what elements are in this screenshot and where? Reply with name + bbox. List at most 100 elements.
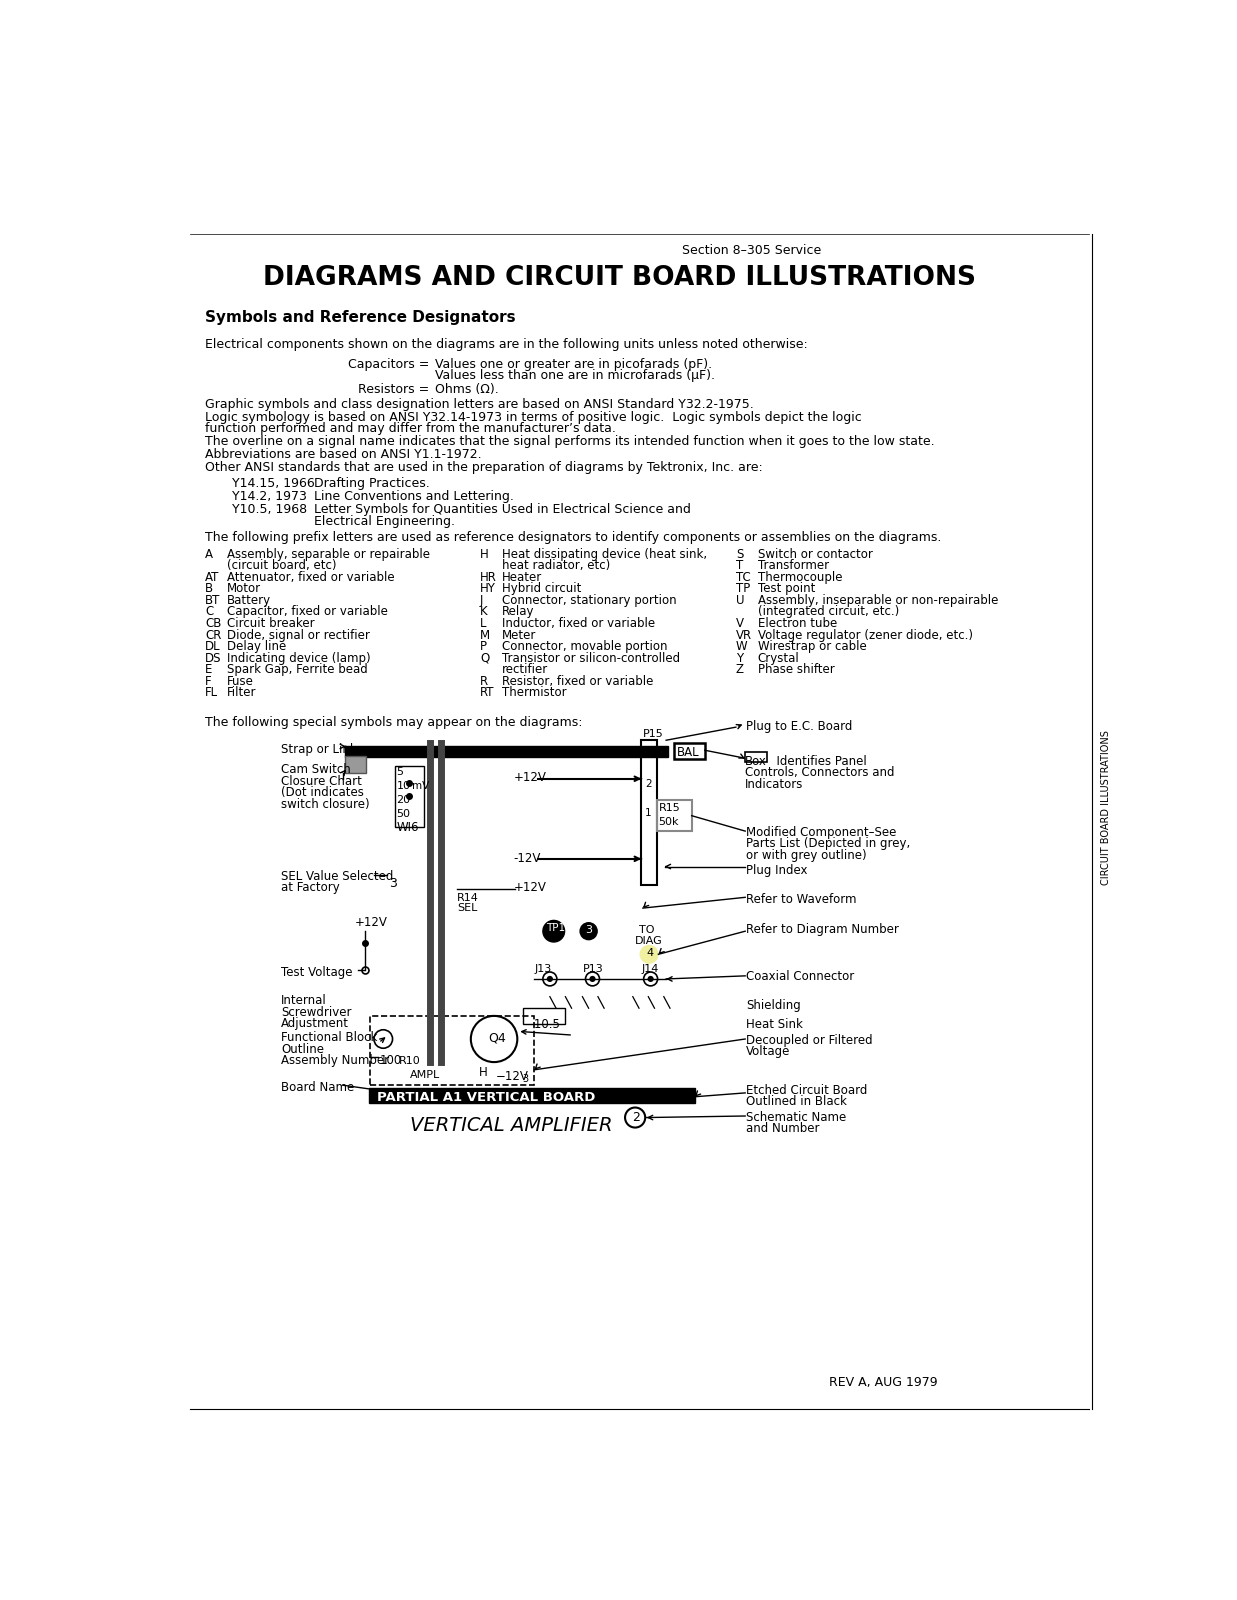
Text: Cam Switch: Cam Switch	[281, 763, 351, 776]
Text: H: H	[480, 547, 489, 560]
Text: Outlined in Black: Outlined in Black	[746, 1096, 847, 1109]
Circle shape	[543, 920, 564, 942]
Text: B: B	[205, 582, 213, 595]
Text: U: U	[736, 594, 745, 606]
Text: Closure Chart: Closure Chart	[281, 774, 362, 787]
Text: 2: 2	[632, 1110, 640, 1123]
Text: R14: R14	[456, 893, 479, 902]
Text: DL: DL	[205, 640, 220, 653]
Text: Heat dissipating device (heat sink,: Heat dissipating device (heat sink,	[502, 547, 708, 560]
Text: Electrical Engineering.: Electrical Engineering.	[313, 515, 454, 528]
Text: The following prefix letters are used as reference designators to identify compo: The following prefix letters are used as…	[205, 531, 941, 544]
Text: Board Name: Board Name	[281, 1082, 354, 1094]
Text: Spark Gap, Ferrite bead: Spark Gap, Ferrite bead	[226, 664, 367, 677]
Text: A: A	[205, 547, 213, 560]
Text: Attenuator, fixed or variable: Attenuator, fixed or variable	[226, 571, 395, 584]
Text: AMPL: AMPL	[411, 1070, 440, 1080]
Text: Logic symbology is based on ANSI Y32.14-1973 in terms of positive logic.  Logic : Logic symbology is based on ANSI Y32.14-…	[205, 411, 862, 424]
Text: Q: Q	[480, 651, 490, 664]
Text: J14: J14	[641, 965, 658, 974]
Text: −12V: −12V	[496, 1070, 528, 1083]
Text: W: W	[736, 640, 747, 653]
Text: Y10.5, 1968: Y10.5, 1968	[233, 502, 307, 517]
Text: Adjustment: Adjustment	[281, 1018, 349, 1030]
Bar	[370, 1016, 534, 1085]
Text: K: K	[480, 605, 487, 619]
Text: R15: R15	[658, 803, 680, 813]
Text: SEL: SEL	[456, 904, 477, 914]
Bar	[523, 1008, 565, 1024]
Text: 3: 3	[522, 1074, 528, 1083]
Text: Resistor, fixed or variable: Resistor, fixed or variable	[502, 675, 653, 688]
Text: Electron tube: Electron tube	[757, 618, 836, 630]
Bar	[745, 752, 767, 762]
Text: 50k: 50k	[658, 818, 679, 827]
Circle shape	[589, 976, 595, 982]
Text: 1: 1	[646, 808, 652, 818]
Circle shape	[641, 946, 658, 963]
Bar	[395, 766, 424, 827]
Text: J13: J13	[534, 965, 552, 974]
Text: mV: mV	[412, 781, 429, 790]
Bar	[657, 800, 691, 830]
Text: Refer to Diagram Number: Refer to Diagram Number	[746, 923, 899, 936]
Text: Assembly Number: Assembly Number	[281, 1054, 390, 1067]
Text: 10: 10	[396, 781, 411, 790]
Text: and Number: and Number	[746, 1122, 819, 1134]
Text: CR: CR	[205, 629, 221, 642]
Text: Switch or contactor: Switch or contactor	[757, 547, 872, 560]
Bar	[344, 757, 366, 773]
Text: Section 8–305 Service: Section 8–305 Service	[682, 245, 821, 258]
Text: Plug Index: Plug Index	[746, 864, 808, 877]
Text: Resistors =: Resistors =	[359, 382, 429, 395]
Text: −10.5: −10.5	[524, 1018, 560, 1032]
Text: Y14.2, 1973: Y14.2, 1973	[233, 490, 307, 502]
Text: Strap or Link: Strap or Link	[281, 744, 356, 757]
Text: Thermocouple: Thermocouple	[757, 571, 842, 584]
Text: E: E	[205, 664, 213, 677]
Text: Identifies Panel: Identifies Panel	[769, 755, 867, 768]
Text: Modified Component–See: Modified Component–See	[746, 826, 897, 838]
Text: VR: VR	[736, 629, 752, 642]
Text: BAL: BAL	[677, 746, 700, 758]
Text: P15: P15	[643, 728, 663, 739]
Text: TC: TC	[736, 571, 751, 584]
Text: Internal: Internal	[281, 994, 327, 1008]
Text: Letter Symbols for Quantities Used in Electrical Science and: Letter Symbols for Quantities Used in El…	[313, 502, 690, 517]
Text: TP: TP	[736, 582, 750, 595]
Text: Phase shifter: Phase shifter	[757, 664, 834, 677]
Text: H: H	[479, 1066, 487, 1078]
Text: S: S	[736, 547, 743, 560]
Text: Outline: Outline	[281, 1043, 324, 1056]
Text: P: P	[480, 640, 487, 653]
Text: Ohms (Ω).: Ohms (Ω).	[435, 382, 499, 395]
Text: Wirestrap or cable: Wirestrap or cable	[757, 640, 866, 653]
Bar	[344, 746, 668, 757]
Text: Assembly, inseparable or non-repairable: Assembly, inseparable or non-repairable	[757, 594, 998, 606]
Text: Parts List (Depicted in grey,: Parts List (Depicted in grey,	[746, 837, 910, 850]
Text: DIAG: DIAG	[635, 936, 663, 946]
Text: FL: FL	[205, 686, 218, 699]
Text: Test Voltage: Test Voltage	[281, 966, 353, 979]
Text: Connector, stationary portion: Connector, stationary portion	[502, 594, 677, 606]
Text: Filter: Filter	[226, 686, 256, 699]
Text: Assembly, separable or repairable: Assembly, separable or repairable	[226, 547, 429, 560]
Text: Relay: Relay	[502, 605, 534, 619]
Text: Refer to Waveform: Refer to Waveform	[746, 893, 856, 906]
Text: CB: CB	[205, 618, 221, 630]
Text: VERTICAL AMPLIFIER: VERTICAL AMPLIFIER	[411, 1117, 612, 1134]
Text: Line Conventions and Lettering.: Line Conventions and Lettering.	[313, 490, 513, 502]
Text: Thermistor: Thermistor	[502, 686, 567, 699]
Text: Y: Y	[736, 651, 743, 664]
Text: Hybrid circuit: Hybrid circuit	[502, 582, 581, 595]
Text: RT: RT	[480, 686, 495, 699]
Text: BT: BT	[205, 594, 220, 606]
Text: DIAGRAMS AND CIRCUIT BOARD ILLUSTRATIONS: DIAGRAMS AND CIRCUIT BOARD ILLUSTRATIONS	[263, 266, 976, 291]
Text: 3: 3	[585, 925, 593, 934]
Text: F: F	[205, 675, 212, 688]
Text: at Factory: at Factory	[281, 882, 340, 894]
Text: V: V	[736, 618, 743, 630]
Text: Drafting Practices.: Drafting Practices.	[313, 477, 429, 490]
Text: Transformer: Transformer	[757, 560, 829, 573]
Text: 3: 3	[388, 877, 397, 890]
